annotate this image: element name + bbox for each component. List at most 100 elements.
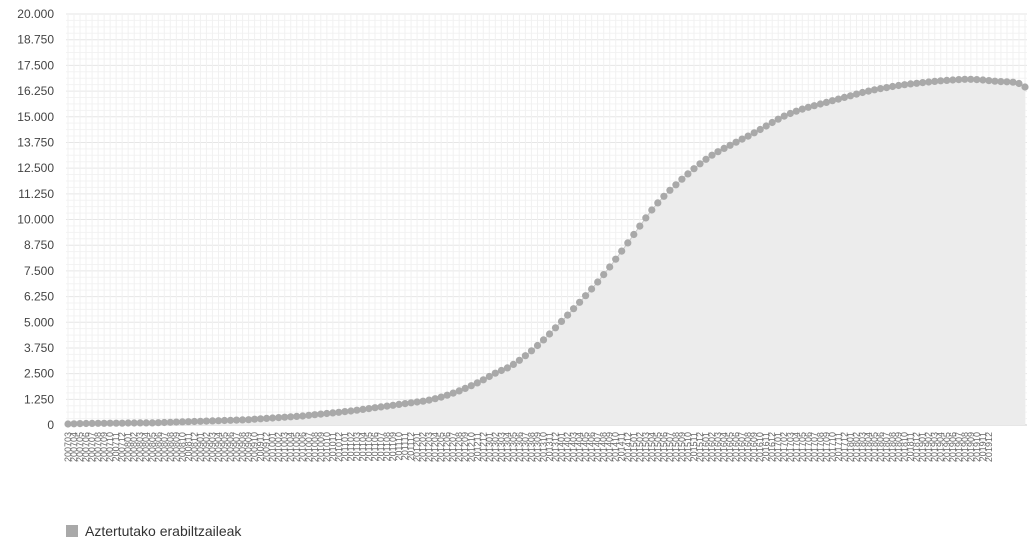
data-point [407,399,415,407]
data-point [895,81,903,90]
data-point [612,255,620,263]
data-point [606,263,614,271]
y-tick-label: 5.000 [24,315,54,329]
x-tick-label: 201803 [858,432,868,462]
x-tick-label: 201204 [430,432,440,462]
data-point [624,239,632,247]
x-tick-label: 200911 [256,432,266,461]
data-point [118,419,126,427]
data-point [997,78,1005,86]
data-point [594,278,602,286]
x-tick-label: 201510 [683,432,693,462]
data-point [214,417,223,425]
x-tick-label: 201504 [647,432,657,462]
x-tick-label: 201306 [514,432,524,462]
data-point [275,414,283,422]
data-point [449,389,457,397]
x-tick-label: 200909 [244,432,254,462]
data-point [377,403,385,411]
data-point [443,391,451,399]
data-point [925,78,933,86]
x-axis-ticks: 2007032007042007052007062007072007082007… [63,432,994,462]
data-point [88,419,96,427]
data-point [588,285,596,293]
x-tick-label: 201408 [599,432,609,462]
data-point [178,418,186,426]
x-tick-label: 200710 [105,432,115,462]
data-point [744,132,752,140]
x-tick-label: 201511 [689,432,699,461]
data-point [329,409,337,417]
x-tick-label: 201609 [749,432,759,462]
data-point [245,416,253,424]
x-tick-label: 201406 [587,432,597,462]
x-tick-label: 201503 [641,432,651,462]
x-tick-label: 200801 [123,432,133,462]
x-tick-label: 201206 [442,432,452,462]
x-tick-label: 201305 [508,432,518,462]
data-point [696,160,704,168]
data-point [184,418,192,426]
data-point [961,75,969,83]
x-tick-label: 201412 [623,432,633,462]
y-tick-label: 20.000 [17,7,54,21]
data-point [708,151,716,159]
data-point [1015,79,1023,88]
data-point [365,405,373,413]
data-point [425,396,433,404]
x-tick-label: 201004 [286,432,296,462]
x-tick-label: 200804 [141,432,151,462]
data-point [220,416,229,425]
x-tick-label: 201505 [653,432,663,462]
x-tick-label: 200904 [214,432,224,462]
x-tick-label: 200802 [129,432,139,462]
data-point [576,298,584,306]
x-tick-label: 201109 [388,432,398,461]
x-tick-label: 201508 [671,432,681,462]
x-tick-label: 201810 [900,432,910,462]
x-tick-label: 200901 [195,432,205,462]
x-tick-label: 201901 [918,432,928,462]
data-point [768,118,776,127]
data-point [786,109,794,118]
data-point [750,129,758,137]
data-point [100,419,108,427]
data-point [636,222,644,230]
x-tick-label: 201809 [894,432,904,462]
data-point [582,292,590,300]
x-tick-label: 200812 [189,432,199,462]
data-point [202,417,210,425]
data-point [461,384,469,392]
data-point [257,415,265,423]
y-tick-label: 13.750 [17,135,54,149]
x-tick-label: 201906 [948,432,958,462]
x-tick-label: 201011 [328,432,338,461]
x-tick-label: 201902 [924,432,934,462]
data-point [756,125,764,134]
data-point [858,88,867,97]
x-tick-label: 201706 [803,432,813,462]
x-tick-label: 201302 [490,432,500,462]
data-point [991,77,999,85]
legend-label: Aztertutako erabiltzaileak [85,523,242,539]
data-point [527,347,536,355]
x-tick-label: 201708 [815,432,825,462]
x-tick-label: 201001 [268,432,278,462]
x-tick-label: 201102 [346,432,356,461]
x-tick-label: 201101 [340,432,350,461]
x-tick-label: 201905 [942,432,952,462]
data-point [846,92,855,100]
data-point [979,76,987,84]
data-point [437,393,445,401]
x-tick-label: 201707 [809,432,819,462]
data-point [521,352,530,360]
data-point [196,417,204,425]
data-point [828,97,837,105]
x-tick-label: 200805 [147,432,157,462]
data-point [64,420,72,428]
data-point [401,400,409,408]
data-point [973,76,981,84]
x-tick-label: 201610 [755,432,765,462]
x-tick-label: 201608 [743,432,753,462]
data-point [810,102,818,110]
